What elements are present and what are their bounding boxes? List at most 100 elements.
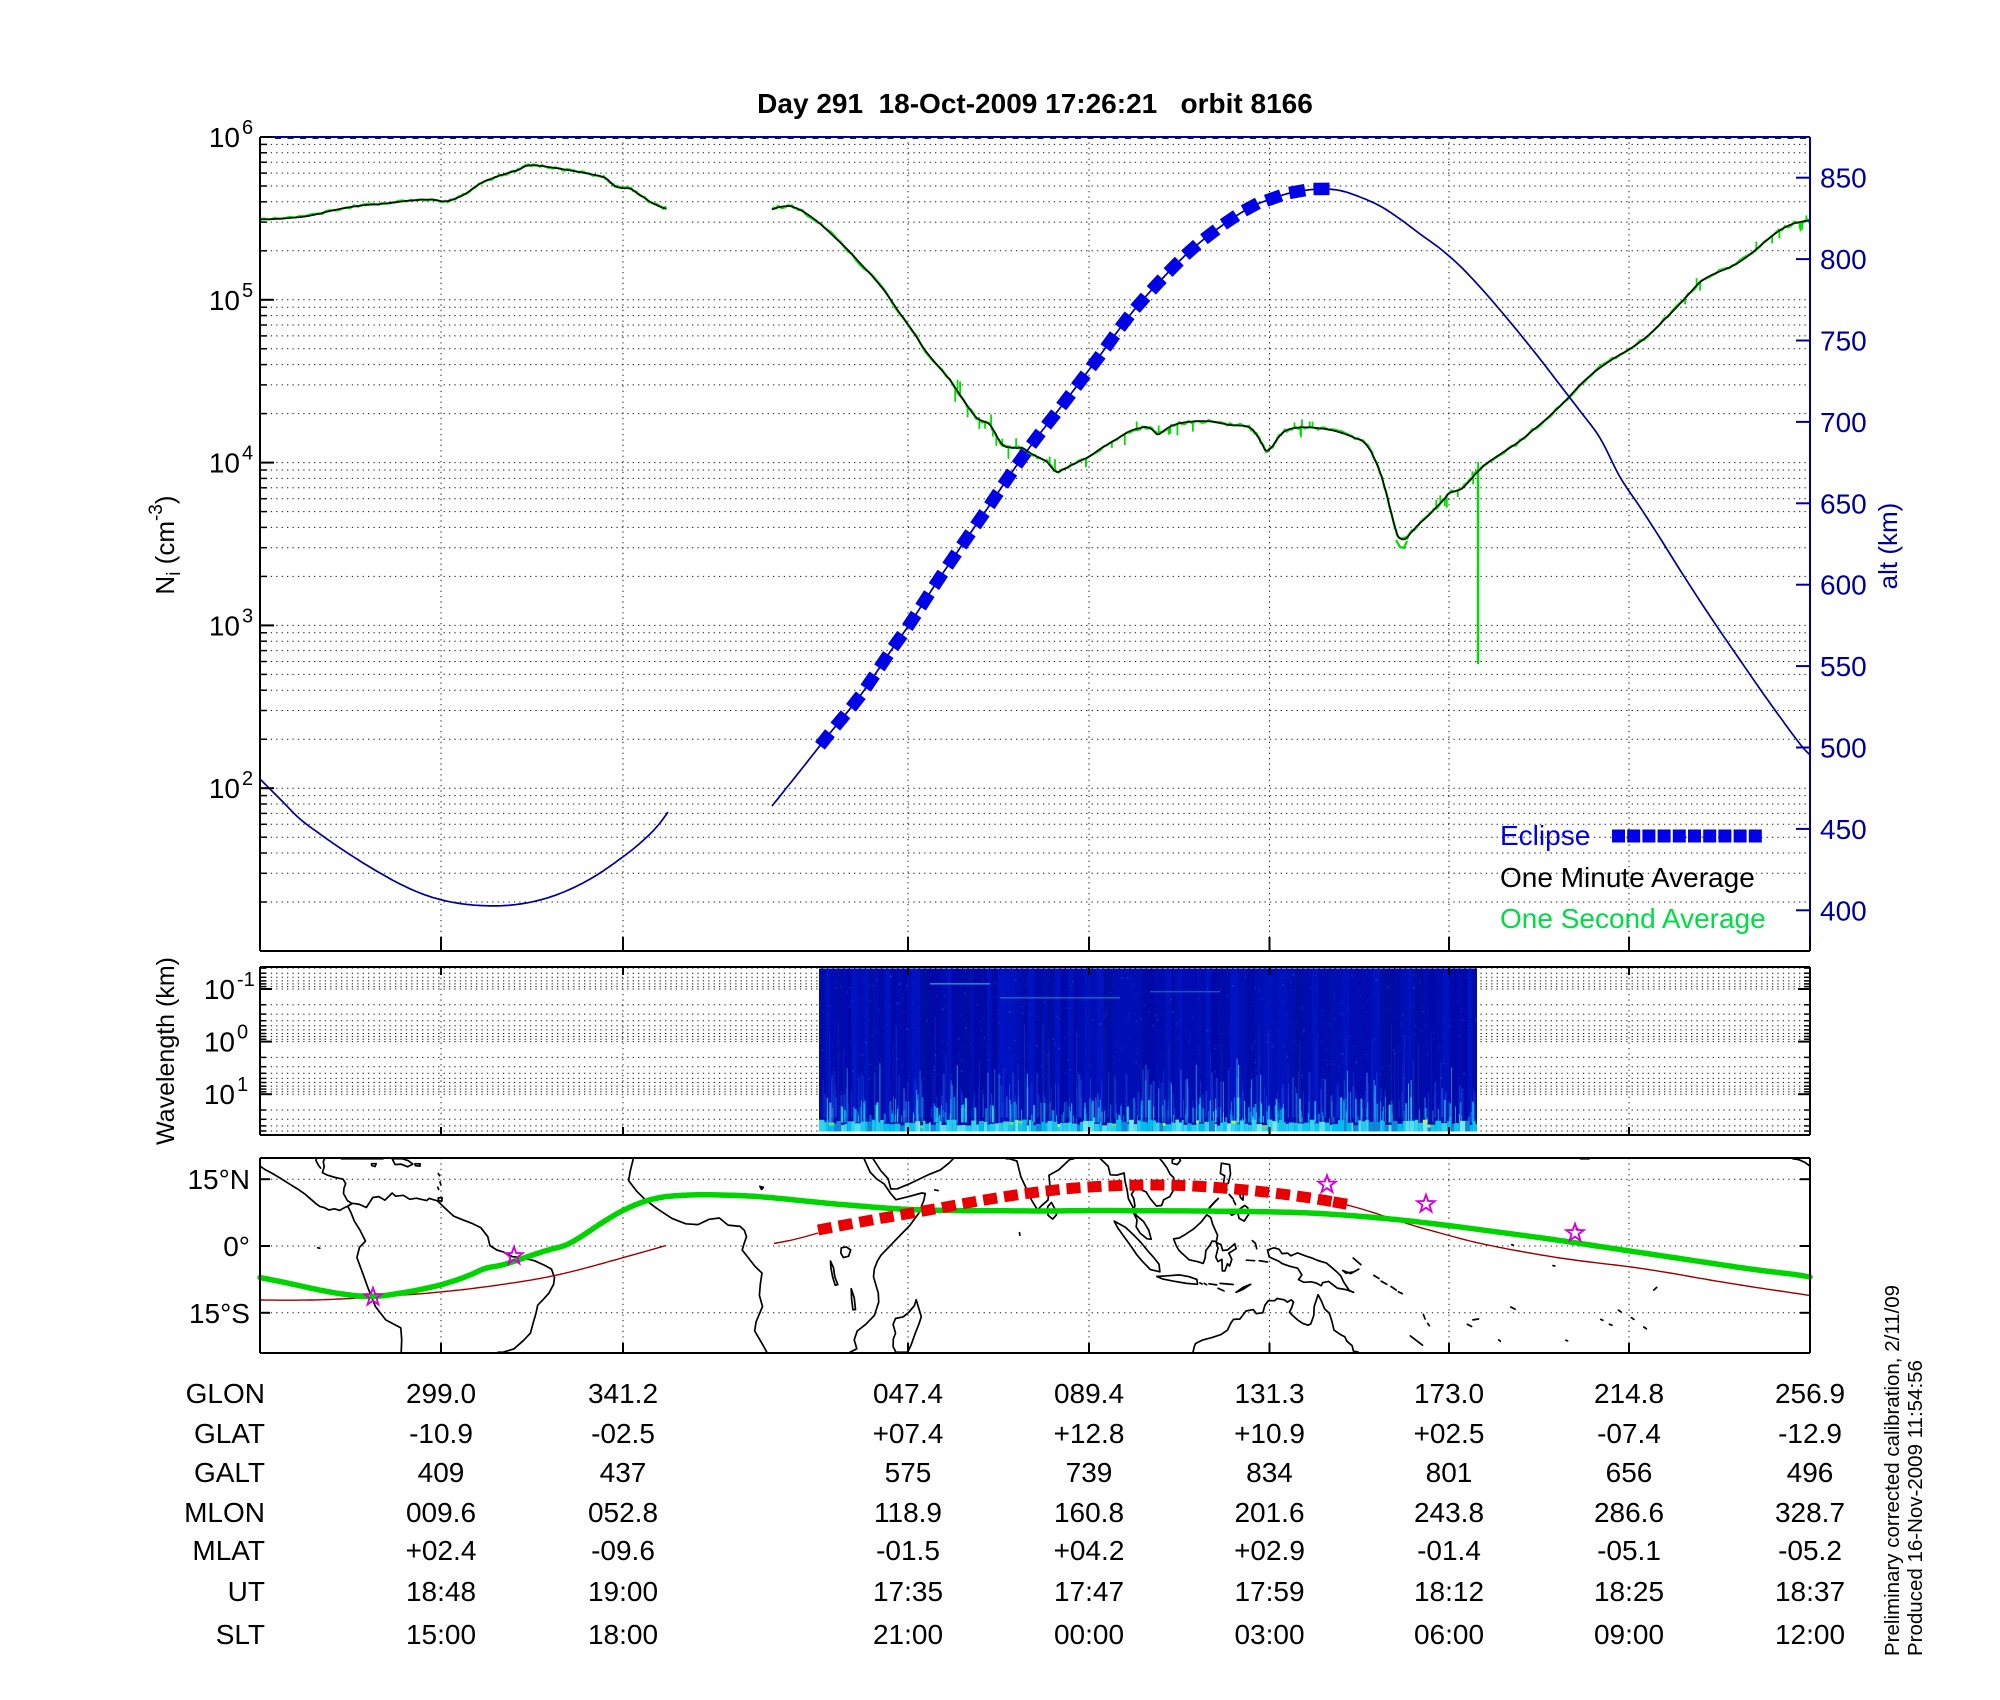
svg-text:MLAT: MLAT [192,1535,265,1566]
svg-text:850: 850 [1820,163,1867,194]
svg-text:160.8: 160.8 [1054,1497,1124,1528]
svg-text:550: 550 [1820,651,1867,682]
svg-text:+12.8: +12.8 [1054,1418,1125,1449]
svg-text:341.2: 341.2 [588,1378,658,1409]
svg-text:21:00: 21:00 [873,1619,943,1650]
svg-text:10: 10 [209,610,240,641]
svg-text:575: 575 [885,1457,932,1488]
svg-text:10: 10 [209,773,240,804]
svg-text:15:00: 15:00 [406,1619,476,1650]
svg-text:alt (km): alt (km) [1873,503,1903,590]
svg-text:052.8: 052.8 [588,1497,658,1528]
svg-text:19:00: 19:00 [588,1576,658,1607]
svg-text:600: 600 [1820,570,1867,601]
svg-text:656: 656 [1606,1457,1653,1488]
svg-text:+10.9: +10.9 [1234,1418,1305,1449]
svg-text:UT: UT [228,1576,265,1607]
svg-text:437: 437 [600,1457,647,1488]
svg-text:06:00: 06:00 [1414,1619,1484,1650]
svg-text:047.4: 047.4 [873,1378,943,1409]
svg-text:4: 4 [242,443,253,465]
svg-text:Ni (cm-3): Ni (cm-3) [146,495,185,594]
svg-text:12:00: 12:00 [1775,1619,1845,1650]
svg-text:201.6: 201.6 [1234,1497,1304,1528]
svg-text:500: 500 [1820,733,1867,764]
svg-text:009.6: 009.6 [406,1497,476,1528]
svg-text:-01.4: -01.4 [1417,1535,1481,1566]
svg-text:243.8: 243.8 [1414,1497,1484,1528]
svg-text:+02.9: +02.9 [1234,1535,1305,1566]
svg-text:089.4: 089.4 [1054,1378,1124,1409]
svg-text:299.0: 299.0 [406,1378,476,1409]
svg-text:131.3: 131.3 [1234,1378,1304,1409]
svg-text:409: 409 [418,1457,465,1488]
svg-text:+02.4: +02.4 [406,1535,477,1566]
svg-text:18:48: 18:48 [406,1576,476,1607]
svg-text:800: 800 [1820,244,1867,275]
svg-text:One Minute Average: One Minute Average [1500,862,1755,893]
svg-text:739: 739 [1066,1457,1113,1488]
svg-text:-05.2: -05.2 [1778,1535,1842,1566]
svg-text:+02.5: +02.5 [1414,1418,1485,1449]
svg-text:118.9: 118.9 [874,1497,942,1528]
svg-text:2: 2 [242,768,253,790]
svg-text:1: 1 [237,1074,248,1096]
svg-text:256.9: 256.9 [1775,1378,1845,1409]
svg-text:03:00: 03:00 [1234,1619,1304,1650]
svg-text:400: 400 [1820,895,1867,926]
svg-text:17:35: 17:35 [873,1576,943,1607]
svg-text:Day 291 18-Oct-2009 17:26:21: Day 291 18-Oct-2009 17:26:21 orbit 8166 [757,88,1313,119]
svg-text:Produced 16-Nov-2009 11:54:56: Produced 16-Nov-2009 11:54:56 [1904,1360,1927,1656]
svg-text:10: 10 [209,122,240,153]
svg-text:18:12: 18:12 [1414,1576,1484,1607]
svg-text:173.0: 173.0 [1414,1378,1484,1409]
svg-text:-02.5: -02.5 [591,1418,655,1449]
svg-text:-07.4: -07.4 [1597,1418,1661,1449]
svg-text:10: 10 [204,974,235,1005]
svg-text:5: 5 [242,280,253,302]
svg-text:17:47: 17:47 [1054,1576,1124,1607]
svg-text:-1: -1 [237,969,255,991]
svg-text:Preliminary corrected calibrat: Preliminary corrected calibration, 2/11/… [1881,1285,1904,1656]
svg-text:15°N: 15°N [187,1164,250,1195]
svg-text:GLAT: GLAT [194,1418,265,1449]
svg-text:18:25: 18:25 [1594,1576,1664,1607]
svg-text:801: 801 [1426,1457,1473,1488]
svg-text:One Second Average: One Second Average [1500,903,1766,934]
svg-text:MLON: MLON [184,1497,265,1528]
svg-text:286.6: 286.6 [1594,1497,1664,1528]
svg-text:214.8: 214.8 [1594,1378,1664,1409]
svg-text:15°S: 15°S [189,1298,250,1329]
svg-text:3: 3 [242,605,253,627]
svg-text:Eclipse: Eclipse [1500,820,1590,851]
svg-text:10: 10 [204,1079,235,1110]
svg-text:10: 10 [209,285,240,316]
svg-text:-05.1: -05.1 [1597,1535,1661,1566]
svg-text:10: 10 [209,448,240,479]
svg-text:17:59: 17:59 [1234,1576,1304,1607]
svg-text:GLON: GLON [186,1378,265,1409]
svg-text:0°: 0° [223,1231,250,1262]
svg-text:-12.9: -12.9 [1778,1418,1842,1449]
svg-text:09:00: 09:00 [1594,1619,1664,1650]
svg-text:Wavelength (km): Wavelength (km) [152,957,180,1145]
svg-text:650: 650 [1820,488,1867,519]
svg-text:18:00: 18:00 [588,1619,658,1650]
svg-text:834: 834 [1246,1457,1293,1488]
svg-text:450: 450 [1820,814,1867,845]
svg-text:328.7: 328.7 [1775,1497,1845,1528]
svg-text:0: 0 [237,1022,248,1044]
svg-text:+04.2: +04.2 [1054,1535,1125,1566]
svg-text:-01.5: -01.5 [876,1535,940,1566]
svg-text:496: 496 [1787,1457,1834,1488]
svg-text:700: 700 [1820,407,1867,438]
svg-text:00:00: 00:00 [1054,1619,1124,1650]
svg-text:SLT: SLT [216,1619,265,1650]
svg-text:GALT: GALT [194,1457,265,1488]
svg-text:750: 750 [1820,326,1867,357]
svg-text:10: 10 [204,1027,235,1058]
svg-text:-09.6: -09.6 [591,1535,655,1566]
svg-text:+07.4: +07.4 [873,1418,944,1449]
svg-text:18:37: 18:37 [1775,1576,1845,1607]
svg-text:6: 6 [242,117,253,139]
